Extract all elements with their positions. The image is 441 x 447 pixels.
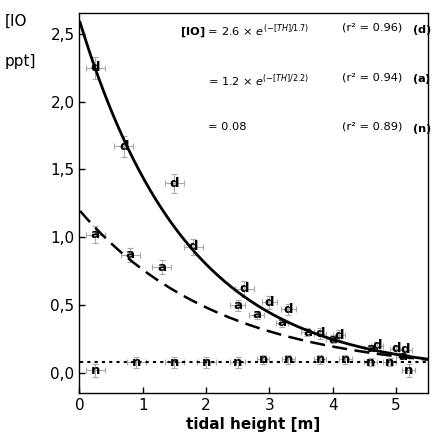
Text: a: a [303,326,312,339]
Text: d: d [334,329,344,342]
Text: n: n [258,353,268,366]
Text: n: n [132,356,141,369]
Text: n: n [233,356,243,369]
Text: (r² = 0.94): (r² = 0.94) [342,72,403,82]
Text: d: d [284,303,293,316]
Text: d: d [315,327,325,340]
Text: a: a [233,299,242,312]
Text: [IO: [IO [4,13,27,29]
Text: n: n [404,364,414,377]
Text: n: n [170,356,179,369]
Text: d: d [90,61,100,74]
Text: a: a [328,333,337,346]
Text: n: n [341,353,350,366]
Text: d: d [401,343,410,356]
Text: a: a [277,316,287,329]
Text: d: d [391,342,401,355]
X-axis label: tidal height [m]: tidal height [m] [187,417,321,432]
Text: n: n [385,356,394,369]
Text: ppt]: ppt] [4,54,36,69]
Text: d: d [189,240,198,253]
Text: d: d [265,296,274,309]
Text: n: n [315,353,325,366]
Text: = 1.2 $\times$ $e^{(-[TH]/2.2)}$: = 1.2 $\times$ $e^{(-[TH]/2.2)}$ [208,72,309,89]
Text: d: d [372,339,382,352]
Text: n: n [284,353,293,366]
Text: a: a [366,342,375,355]
Text: n: n [202,356,211,369]
Text: a: a [126,249,135,261]
Text: $\mathbf{[IO]}$ = 2.6 $\times$ $e^{(-[TH]/1.7)}$: $\mathbf{[IO]}$ = 2.6 $\times$ $e^{(-[TH… [180,23,310,41]
Text: d: d [239,283,249,295]
Text: = 0.08: = 0.08 [208,122,247,132]
Text: (r² = 0.96): (r² = 0.96) [342,23,403,33]
Text: a: a [252,308,261,321]
Text: n: n [366,356,375,369]
Text: d: d [119,140,128,153]
Text: a: a [91,228,100,241]
Text: d: d [170,177,179,190]
Text: a: a [398,350,407,363]
Text: n: n [90,364,100,377]
Text: $\mathbf{(d)}$: $\mathbf{(d)}$ [412,23,432,37]
Text: a: a [157,261,166,274]
Text: $\mathbf{(a)}$: $\mathbf{(a)}$ [412,72,431,86]
Text: (r² = 0.89): (r² = 0.89) [342,122,403,132]
Text: $\mathbf{(n)}$: $\mathbf{(n)}$ [412,122,432,136]
